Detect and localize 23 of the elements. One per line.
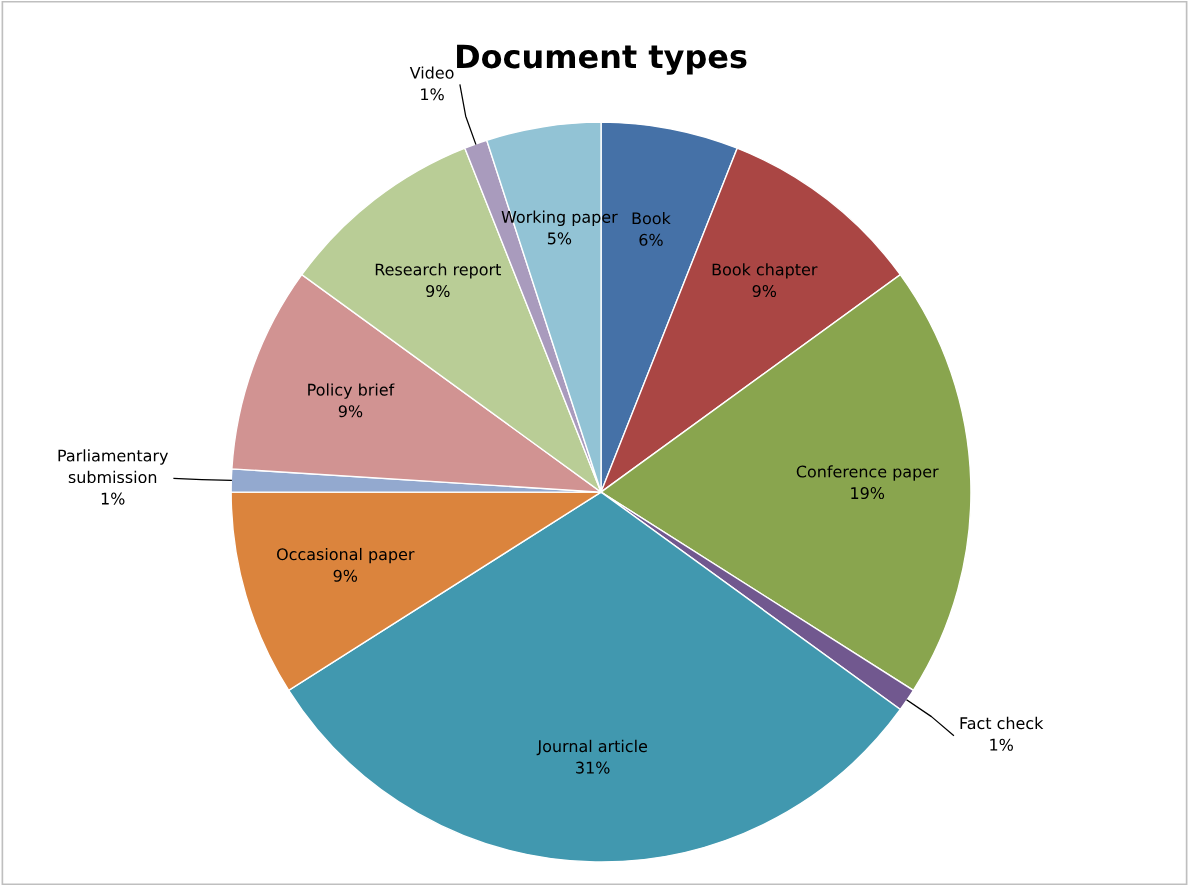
data-label: 9% [752, 284, 777, 298]
data-label: 6% [639, 233, 663, 246]
slice-label: Working paper [501, 210, 618, 226]
data-label: 31% [576, 761, 610, 774]
slice-label: Book chapter [712, 263, 818, 279]
data-label: 9% [338, 405, 363, 418]
slice-label: Book [632, 211, 671, 225]
data-label: 9% [426, 284, 450, 298]
slice-label: Parliamentary submission [58, 449, 168, 484]
data-label: 19% [851, 487, 885, 500]
data-label: 9% [333, 569, 358, 582]
slice-label: Fact check [960, 716, 1044, 730]
data-label: 1% [421, 88, 444, 101]
slice-label: Conference paper [796, 465, 939, 481]
slice-label: Policy brief [308, 383, 395, 399]
slice-label: Occasional paper [277, 547, 415, 564]
data-label: 1% [101, 492, 125, 505]
slice-label: Journal article [536, 739, 648, 756]
slice-label: Video [409, 66, 454, 79]
chart-title: Document types [457, 44, 747, 75]
data-label: 5% [547, 232, 572, 245]
slice-label: Research report [375, 263, 501, 279]
data-label: 1% [990, 738, 1013, 751]
